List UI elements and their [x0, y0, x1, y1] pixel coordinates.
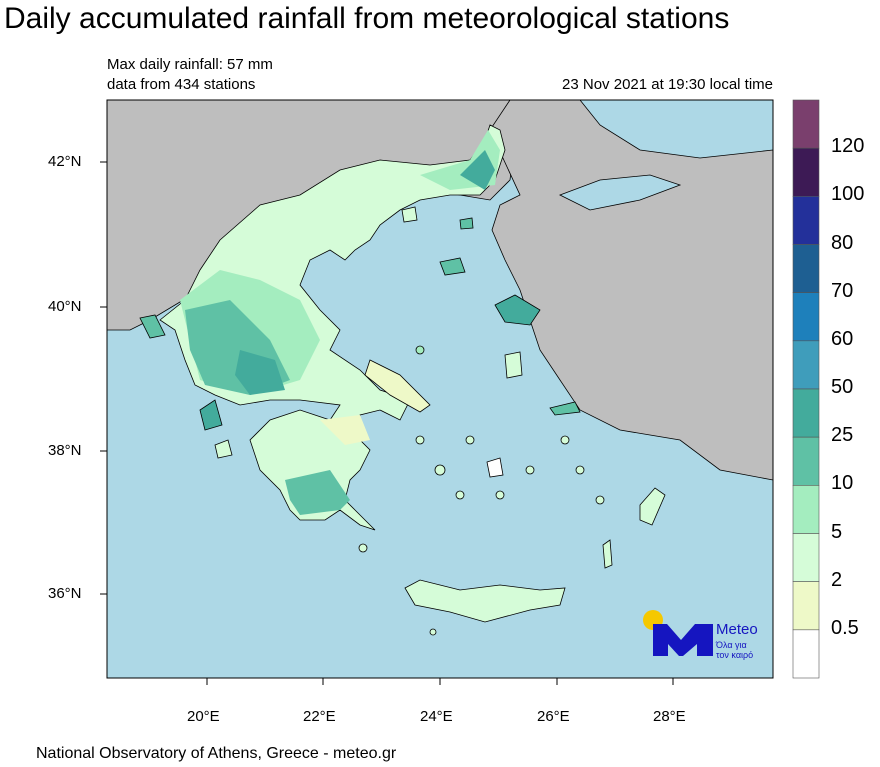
- colorbar-bin: [792, 99, 820, 149]
- colorbar-label: 10: [831, 472, 854, 495]
- colorbar-label: 120: [831, 135, 865, 158]
- colorbar-bin: [792, 629, 820, 679]
- colorbar-label: 60: [831, 327, 854, 350]
- sea-of-marmara: [559, 174, 682, 211]
- small-island: [560, 435, 570, 445]
- lon-label: 20°E: [187, 708, 220, 725]
- small-island: [525, 465, 535, 475]
- axis-ticks: [100, 161, 674, 685]
- colorbar-bin: [792, 196, 820, 245]
- max-rainfall-text: Max daily rainfall: 57 mm: [107, 56, 273, 73]
- chios: [504, 351, 523, 379]
- small-island: [595, 495, 605, 505]
- colorbar: [792, 99, 820, 679]
- colorbar-bin: [792, 340, 820, 390]
- meteo-logo: [643, 610, 713, 656]
- rain-patch-peloponnese: [285, 470, 350, 515]
- samos: [549, 401, 581, 416]
- colorbar-label: 25: [831, 424, 854, 447]
- small-island: [429, 628, 437, 636]
- logo-name: Meteo: [716, 621, 758, 638]
- small-island: [455, 490, 465, 500]
- colorbar-bin: [792, 388, 820, 438]
- lon-label: 28°E: [653, 708, 686, 725]
- samothraki: [459, 217, 474, 230]
- colorbar-bin: [792, 581, 820, 631]
- datetime-text: 23 Nov 2021 at 19:30 local time: [562, 76, 773, 93]
- rain-patch-25-50: [235, 350, 285, 395]
- rain-patch-evros: [460, 150, 495, 190]
- logo-m-mark: [653, 624, 713, 656]
- small-island: [415, 435, 425, 445]
- colorbar-bin: [792, 533, 820, 582]
- corfu: [139, 314, 166, 339]
- lat-label: 38°N: [48, 442, 82, 459]
- colorbar-bin: [792, 436, 820, 486]
- colorbar-label: 2: [831, 568, 843, 591]
- rhodes: [639, 487, 666, 526]
- stations-count-text: data from 434 stations: [107, 76, 256, 93]
- colorbar-label: 80: [831, 231, 854, 254]
- colorbar-bin: [792, 292, 820, 342]
- colorbar-bin: [792, 244, 820, 293]
- small-island: [358, 543, 368, 553]
- small-island: [495, 490, 505, 500]
- rain-patch-attica: [320, 415, 370, 445]
- naxos: [486, 457, 504, 478]
- colorbar-label: 100: [831, 183, 865, 206]
- kefalonia: [199, 399, 223, 431]
- karpathos: [602, 539, 613, 569]
- lat-label: 40°N: [48, 298, 82, 315]
- lat-label: 36°N: [48, 585, 82, 602]
- small-island: [575, 465, 585, 475]
- colorbar-bin: [792, 485, 820, 534]
- colorbar-label: 5: [831, 520, 843, 543]
- lon-label: 22°E: [303, 708, 336, 725]
- logo-tagline-2: τον καιρό: [716, 650, 754, 660]
- colorbar-label: 50: [831, 376, 854, 398]
- small-island: [465, 435, 475, 445]
- colorbar-label: 70: [831, 279, 854, 302]
- crete: [404, 579, 566, 623]
- limnos: [439, 257, 466, 276]
- zakynthos: [214, 439, 233, 459]
- lon-label: 26°E: [537, 708, 570, 725]
- figure-title: Daily accumulated rainfall from meteorol…: [4, 2, 730, 35]
- evia: [364, 359, 431, 413]
- lesvos: [494, 294, 541, 326]
- lon-label: 24°E: [420, 708, 453, 725]
- islands: [139, 206, 666, 636]
- colorbar-bin: [792, 147, 820, 197]
- thasos: [401, 206, 418, 223]
- colorbar-label: 0.5: [831, 616, 859, 639]
- small-island: [434, 464, 446, 476]
- footer-credit: National Observatory of Athens, Greece -…: [36, 745, 397, 762]
- small-island: [415, 345, 425, 355]
- lat-label: 42°N: [48, 153, 82, 170]
- logo-tagline-1: Όλα για: [716, 640, 747, 650]
